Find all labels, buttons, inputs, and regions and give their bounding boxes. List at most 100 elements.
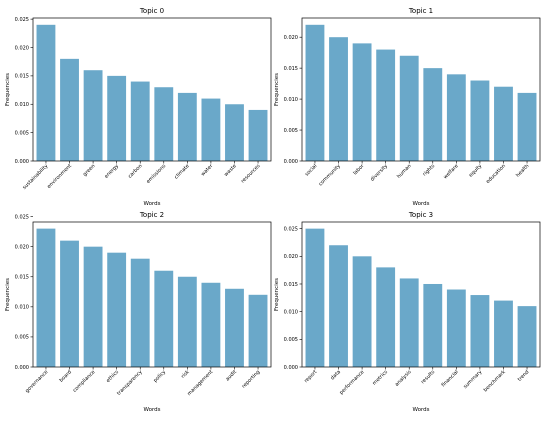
chart-title: Topic 3	[408, 211, 433, 219]
topic-chart-2: Topic 2 governance board compliance ethicstr…	[5, 211, 272, 413]
bar-green	[83, 70, 103, 161]
x-tick-label: energy	[104, 163, 121, 180]
y-tick-label: 0.010	[15, 102, 29, 108]
y-tick-label: 0.025	[284, 226, 298, 232]
x-axis-label: Words	[412, 201, 429, 207]
x-tick-label: waste	[223, 163, 238, 178]
plot-frame	[32, 17, 272, 162]
y-tick-label: 0.020	[284, 35, 298, 41]
bar-performance	[352, 256, 372, 367]
bar-compliance	[83, 246, 103, 367]
x-tick-label: analysis	[394, 369, 413, 388]
x-tick-label: sustainability	[22, 163, 50, 191]
bar-risk	[177, 276, 197, 367]
x-tick-label: equity	[468, 163, 483, 178]
bar-data	[329, 245, 348, 367]
x-tick-label: emissions	[145, 163, 167, 185]
y-axis-label: Frequencies	[5, 73, 11, 106]
y-tick-label: 0.005	[15, 335, 29, 341]
bar-human	[399, 55, 419, 162]
x-tick-label: ethics	[105, 369, 120, 384]
y-tick-label: 0.010	[15, 305, 29, 311]
x-axis-label: Words	[143, 201, 160, 207]
y-tick-label: 0.025	[15, 17, 29, 23]
y-axis-label: Frequencies	[274, 278, 280, 311]
x-tick-label: audit	[225, 369, 238, 382]
y-tick-label: 0.015	[15, 275, 29, 281]
y-tick-label: 0.000	[284, 159, 298, 165]
x-tick-label: reporting	[241, 369, 262, 390]
x-tick-label: financial	[441, 369, 460, 388]
x-tick-label: report	[303, 369, 318, 384]
bar-policy	[154, 270, 174, 367]
x-tick-label: rights	[422, 163, 437, 178]
x-tick-label: summary	[462, 369, 483, 390]
bar-welfare	[446, 74, 466, 161]
chart-title: Topic 1	[408, 7, 433, 15]
y-tick-label: 0.000	[15, 365, 29, 371]
bar-ethics	[107, 252, 127, 367]
y-tick-label: 0.005	[15, 130, 29, 136]
x-tick-label: carbon	[127, 163, 143, 179]
x-tick-label: green	[82, 163, 96, 177]
x-axis-label: Words	[143, 407, 160, 413]
x-tick-label: transparency	[116, 369, 144, 397]
bar-reporting	[248, 294, 268, 367]
x-tick-label: welfare	[443, 163, 460, 180]
bar-education	[494, 86, 513, 161]
y-tick-label: 0.020	[15, 244, 29, 250]
bar-trend	[517, 306, 537, 367]
x-tick-label: health	[515, 163, 530, 178]
bar-diversity	[376, 49, 396, 161]
bar-community	[329, 37, 348, 161]
y-axis-label: Frequencies	[5, 278, 11, 311]
x-tick-label: diversity	[370, 163, 390, 183]
plot-frame	[301, 17, 541, 162]
plot-frame	[32, 221, 272, 368]
x-tick-label: risk	[180, 369, 191, 380]
y-tick-label: 0.015	[284, 66, 298, 72]
y-tick-label: 0.005	[284, 128, 298, 134]
bar-waste	[225, 104, 244, 161]
x-tick-label: labor	[352, 163, 366, 177]
bar-labor	[352, 43, 372, 161]
chart-title: Topic 2	[139, 211, 164, 219]
chart-title: Topic 0	[139, 7, 164, 15]
y-tick-label: 0.005	[284, 337, 298, 343]
x-tick-label: water	[200, 163, 215, 178]
bar-equity	[470, 80, 490, 161]
bar-financial	[446, 289, 466, 367]
bar-rights	[423, 68, 443, 161]
bar-report	[305, 228, 325, 367]
y-tick-label: 0.020	[15, 45, 29, 51]
bar-transparency	[130, 258, 150, 367]
x-tick-label: results	[420, 369, 436, 385]
x-tick-label: metrics	[372, 369, 390, 387]
y-tick-label: 0.015	[15, 74, 29, 80]
y-tick-label: 0.015	[284, 282, 298, 288]
bar-benchmark	[494, 300, 513, 367]
plot-frame	[301, 221, 541, 368]
bar-social	[305, 24, 325, 162]
y-axis-label: Frequencies	[274, 73, 280, 106]
x-tick-label: governance	[24, 369, 49, 394]
x-tick-label: social	[304, 163, 318, 177]
x-tick-label: human	[396, 163, 413, 180]
bar-summary	[470, 295, 490, 367]
bar-energy	[107, 75, 127, 161]
bar-carbon	[130, 81, 150, 161]
x-tick-label: policy	[153, 369, 168, 384]
x-tick-label: board	[58, 369, 72, 383]
bar-climate	[177, 92, 197, 161]
y-tick-label: 0.010	[284, 309, 298, 315]
bar-water	[201, 98, 221, 161]
bar-audit	[225, 288, 244, 367]
y-tick-label: 0.000	[284, 365, 298, 371]
x-tick-label: compliance	[72, 369, 97, 394]
bar-board	[60, 240, 79, 367]
bar-environment	[60, 58, 79, 161]
x-tick-label: performance	[339, 369, 366, 396]
